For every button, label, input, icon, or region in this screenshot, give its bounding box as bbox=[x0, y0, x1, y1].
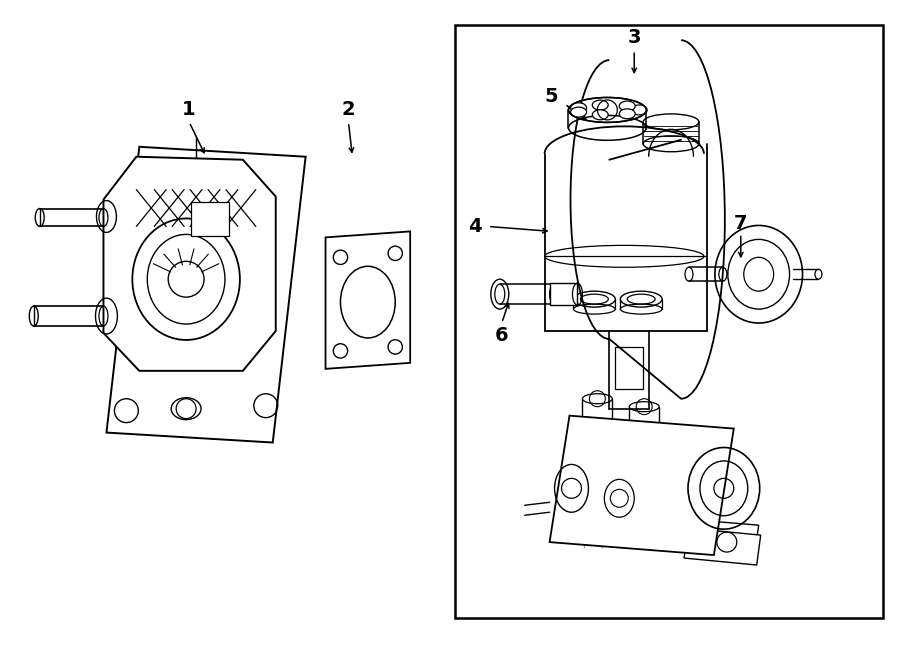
Polygon shape bbox=[550, 416, 734, 555]
Bar bbox=[616, 347, 644, 389]
Ellipse shape bbox=[631, 105, 647, 115]
Ellipse shape bbox=[619, 101, 635, 111]
Ellipse shape bbox=[592, 100, 608, 110]
Bar bbox=[191, 202, 229, 237]
Text: 5: 5 bbox=[544, 87, 558, 106]
Ellipse shape bbox=[571, 107, 587, 117]
Text: 1: 1 bbox=[183, 100, 196, 120]
Polygon shape bbox=[106, 147, 306, 442]
Bar bbox=[455, 25, 883, 618]
Polygon shape bbox=[104, 157, 275, 371]
Polygon shape bbox=[694, 520, 759, 560]
Ellipse shape bbox=[592, 110, 608, 120]
Text: 6: 6 bbox=[495, 327, 508, 346]
Text: 2: 2 bbox=[342, 100, 356, 120]
Bar bbox=[550, 283, 578, 305]
Polygon shape bbox=[684, 528, 760, 565]
Ellipse shape bbox=[571, 103, 587, 113]
Text: 3: 3 bbox=[627, 28, 641, 47]
Ellipse shape bbox=[619, 109, 635, 119]
Text: 4: 4 bbox=[468, 217, 482, 236]
Polygon shape bbox=[326, 231, 410, 369]
Text: 7: 7 bbox=[734, 214, 748, 233]
